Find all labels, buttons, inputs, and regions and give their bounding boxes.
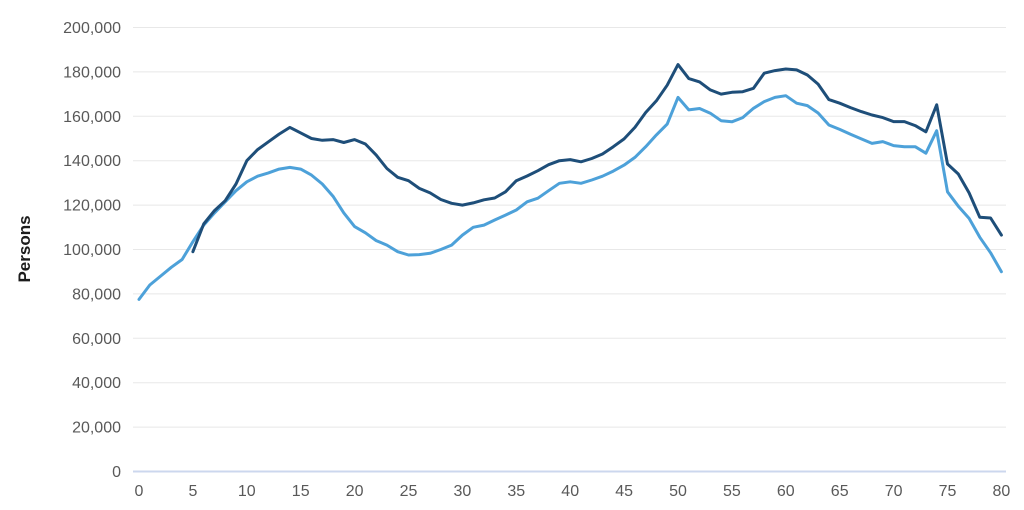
- y-tick-label: 120,000: [63, 198, 121, 215]
- x-axis-labels: 0 5 10 15 20 25 30 35 40 45 50 55 60 65 70 75 80: [135, 483, 1011, 500]
- x-tick-label: 20: [346, 483, 364, 500]
- y-axis-title: Persons: [15, 215, 34, 282]
- x-tick-label: 25: [400, 483, 418, 500]
- x-tick-label: 35: [507, 483, 525, 500]
- y-tick-label: 0: [112, 464, 121, 481]
- x-tick-label: 55: [723, 483, 741, 500]
- y-tick-label: 60,000: [72, 331, 121, 348]
- y-tick-label: 140,000: [63, 153, 121, 170]
- x-tick-label: 50: [669, 483, 687, 500]
- x-tick-label: 5: [188, 483, 197, 500]
- y-tick-label: 40,000: [72, 375, 121, 392]
- y-axis-labels: 0 20,000 40,000 60,000 80,000 100,000 120,000 1…: [63, 20, 121, 481]
- x-tick-label: 15: [292, 483, 310, 500]
- x-tick-label: 75: [939, 483, 957, 500]
- y-tick-label: 100,000: [63, 242, 121, 259]
- x-tick-label: 30: [454, 483, 472, 500]
- x-tick-label: 0: [135, 483, 144, 500]
- x-tick-label: 60: [777, 483, 795, 500]
- x-tick-label: 80: [993, 483, 1011, 500]
- series-line-dark-blue: [191, 63, 1003, 254]
- y-tick-label: 160,000: [63, 109, 121, 126]
- x-tick-label: 45: [615, 483, 633, 500]
- x-tick-label: 65: [831, 483, 849, 500]
- gridlines: [133, 27, 1006, 473]
- series-lines: [137, 63, 1003, 301]
- y-tick-label: 180,000: [63, 64, 121, 81]
- x-tick-label: 70: [885, 483, 903, 500]
- x-tick-label: 40: [561, 483, 579, 500]
- series-line-light-blue: [137, 94, 1003, 301]
- y-tick-label: 20,000: [72, 420, 121, 437]
- y-tick-label: 200,000: [63, 20, 121, 37]
- x-tick-label: 10: [238, 483, 256, 500]
- y-tick-label: 80,000: [72, 286, 121, 303]
